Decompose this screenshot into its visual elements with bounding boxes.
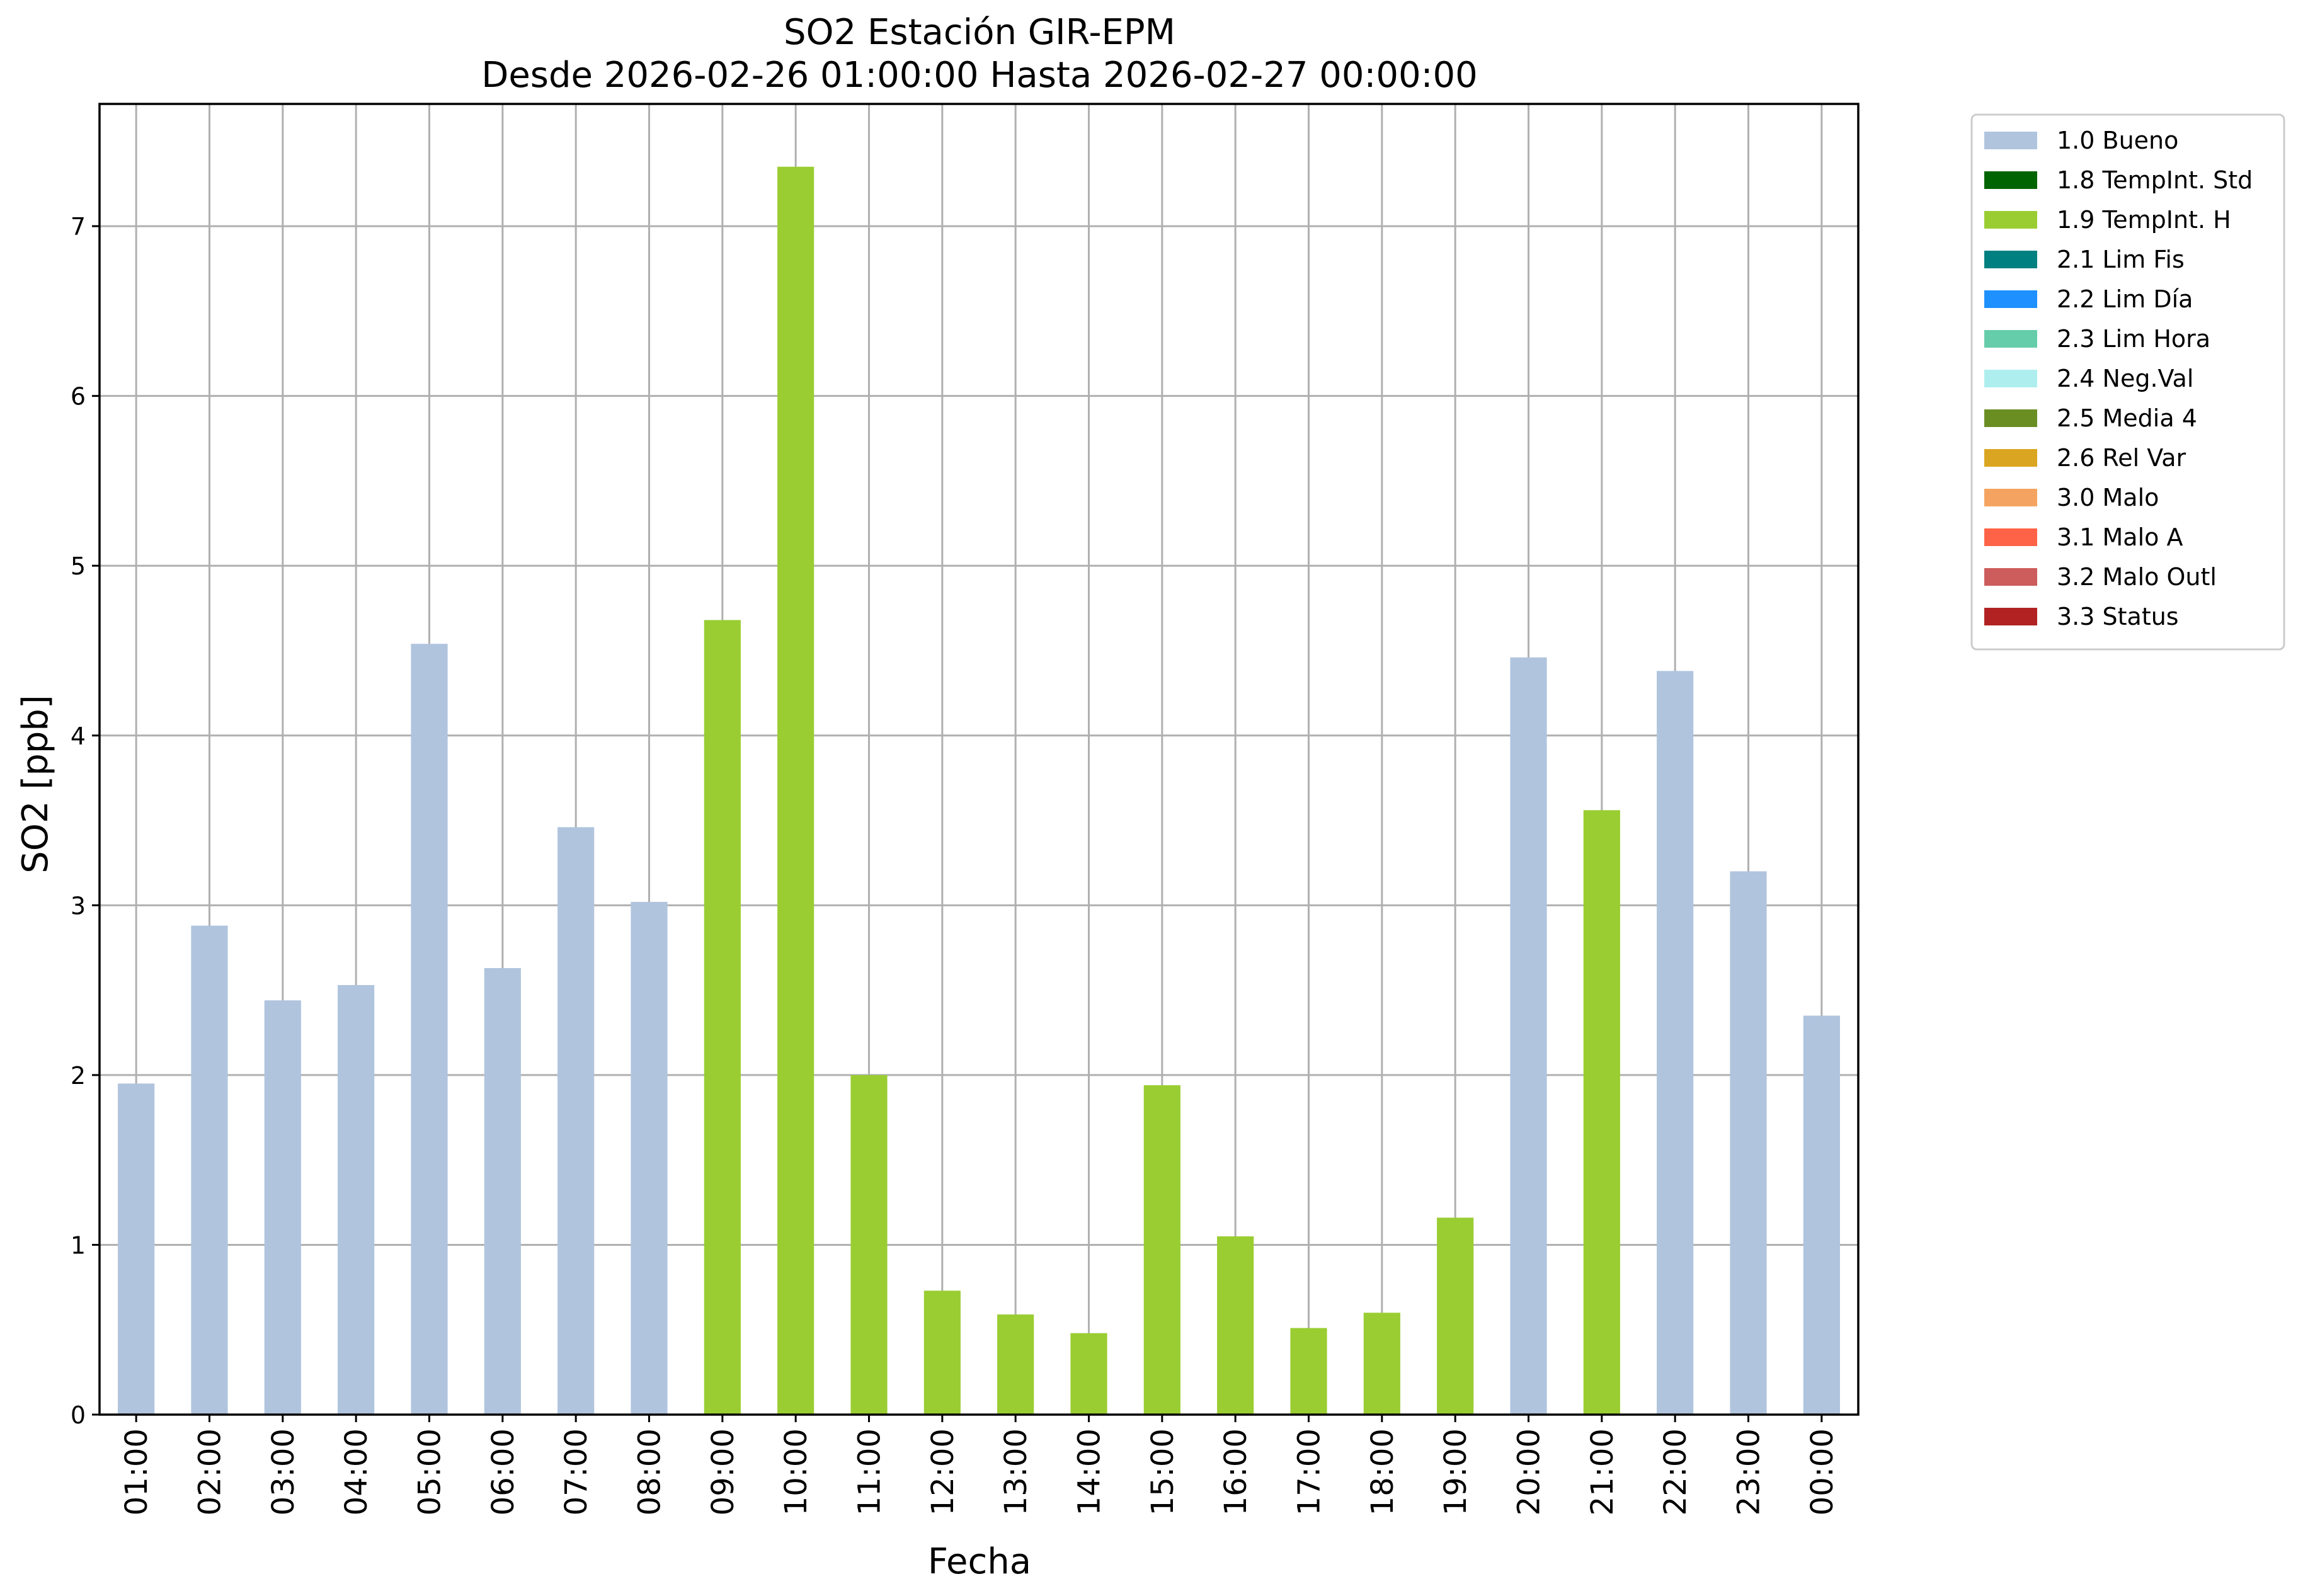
- legend-label: 3.2 Malo Outl: [2057, 563, 2217, 591]
- legend-label: 1.8 TempInt. Std: [2057, 166, 2253, 194]
- x-tick-label: 12:00: [925, 1428, 961, 1515]
- bar: [1437, 1217, 1474, 1415]
- x-tick-label: 06:00: [486, 1428, 521, 1515]
- y-tick-label: 5: [71, 552, 86, 580]
- x-tick-label: 03:00: [266, 1428, 301, 1515]
- bar: [1217, 1236, 1254, 1415]
- bar: [1363, 1313, 1400, 1415]
- bar: [1583, 810, 1620, 1415]
- bar: [923, 1291, 961, 1415]
- x-tick-label: 01:00: [119, 1428, 154, 1515]
- legend-label: 3.1 Malo A: [2057, 523, 2183, 551]
- y-tick-label: 6: [71, 383, 86, 411]
- x-tick-label: 23:00: [1732, 1428, 1767, 1515]
- legend-swatch: [1984, 568, 2037, 586]
- legend-swatch: [1984, 449, 2037, 467]
- y-tick-label: 4: [71, 722, 86, 750]
- bar: [118, 1083, 155, 1415]
- x-tick-label: 11:00: [852, 1428, 888, 1515]
- legend-frame: [1970, 113, 2285, 651]
- bar: [997, 1314, 1034, 1415]
- bar: [777, 166, 814, 1415]
- x-tick-label: 17:00: [1292, 1428, 1327, 1515]
- y-tick-label: 2: [71, 1062, 86, 1090]
- y-tick-label: 1: [71, 1231, 86, 1259]
- legend-swatch: [1984, 528, 2037, 546]
- x-tick-label: 16:00: [1218, 1428, 1254, 1515]
- x-tick-label: 14:00: [1072, 1428, 1107, 1515]
- y-axis-title: SO2 [ppb]: [15, 695, 56, 873]
- bar: [704, 620, 741, 1415]
- legend-swatch: [1984, 132, 2037, 149]
- bar: [1290, 1328, 1327, 1415]
- legend-label: 2.2 Lim Día: [2057, 285, 2193, 313]
- x-tick-label: 15:00: [1145, 1428, 1180, 1515]
- legend-swatch: [1984, 608, 2037, 625]
- bar: [557, 827, 595, 1415]
- plot-area-frame: [98, 103, 1860, 1416]
- legend-label: 2.3 Lim Hora: [2057, 325, 2210, 353]
- bar: [850, 1074, 888, 1415]
- y-tick-label: 7: [71, 213, 86, 241]
- legend: 1.0 Bueno 1.8 TempInt. Std 1.9 TempInt. H 2…: [1970, 113, 2285, 651]
- legend-label: 3.0 Malo: [2057, 484, 2159, 511]
- bar: [1730, 871, 1767, 1415]
- x-tick-label: 02:00: [193, 1428, 228, 1515]
- bar: [1510, 657, 1547, 1415]
- legend-swatch: [1984, 330, 2037, 348]
- x-axis-title: Fecha: [928, 1541, 1031, 1582]
- y-tick-label: 0: [71, 1401, 86, 1429]
- legend-label: 2.6 Rel Var: [2057, 444, 2186, 472]
- chart-title-line1: SO2 Estación GIR-EPM: [784, 12, 1175, 53]
- legend-label: 1.0 Bueno: [2057, 127, 2178, 154]
- x-tick-label: 22:00: [1658, 1428, 1693, 1515]
- chart-title-line2: Desde 2026-02-26 01:00:00 Hasta 2026-02-…: [481, 55, 1478, 96]
- x-tick-label: 04:00: [339, 1428, 374, 1515]
- legend-swatch: [1984, 211, 2037, 229]
- bar: [264, 1000, 301, 1415]
- legend-swatch: [1984, 251, 2037, 268]
- legend-label: 2.4 Neg.Val: [2057, 365, 2193, 392]
- bar: [1143, 1085, 1180, 1415]
- x-tick-label: 07:00: [559, 1428, 594, 1515]
- axis-ticks: 0 1 2 3 4 5 6 7 01:00 02:00 03:00 04:00 05:00 06:00 07…: [71, 213, 1840, 1515]
- x-tick-label: 10:00: [779, 1428, 814, 1515]
- bars: [118, 166, 1840, 1415]
- y-tick-label: 3: [71, 892, 86, 920]
- bar: [338, 985, 375, 1415]
- bar: [1070, 1333, 1107, 1415]
- x-tick-label: 08:00: [632, 1428, 668, 1515]
- x-tick-label: 13:00: [998, 1428, 1034, 1515]
- legend-swatch: [1984, 370, 2037, 387]
- x-tick-label: 00:00: [1805, 1428, 1840, 1515]
- bar: [411, 644, 448, 1415]
- legend-label: 1.9 TempInt. H: [2057, 206, 2231, 234]
- legend-swatch: [1984, 489, 2037, 506]
- x-tick-label: 20:00: [1512, 1428, 1547, 1515]
- bar: [1657, 671, 1694, 1415]
- legend-swatch: [1984, 171, 2037, 189]
- legend-label: 3.3 Status: [2057, 603, 2179, 630]
- x-tick-label: 21:00: [1585, 1428, 1620, 1515]
- legend-label: 2.1 Lim Fis: [2057, 246, 2185, 273]
- x-tick-label: 18:00: [1365, 1428, 1400, 1515]
- bar: [191, 925, 228, 1415]
- x-tick-label: 05:00: [413, 1428, 448, 1515]
- legend-swatch: [1984, 409, 2037, 427]
- bar: [1803, 1015, 1840, 1415]
- x-tick-label: 19:00: [1438, 1428, 1473, 1515]
- bar: [631, 901, 668, 1415]
- bar: [484, 968, 521, 1415]
- x-tick-label: 09:00: [706, 1428, 741, 1515]
- legend-swatch: [1984, 290, 2037, 308]
- legend-label: 2.5 Media 4: [2057, 404, 2197, 432]
